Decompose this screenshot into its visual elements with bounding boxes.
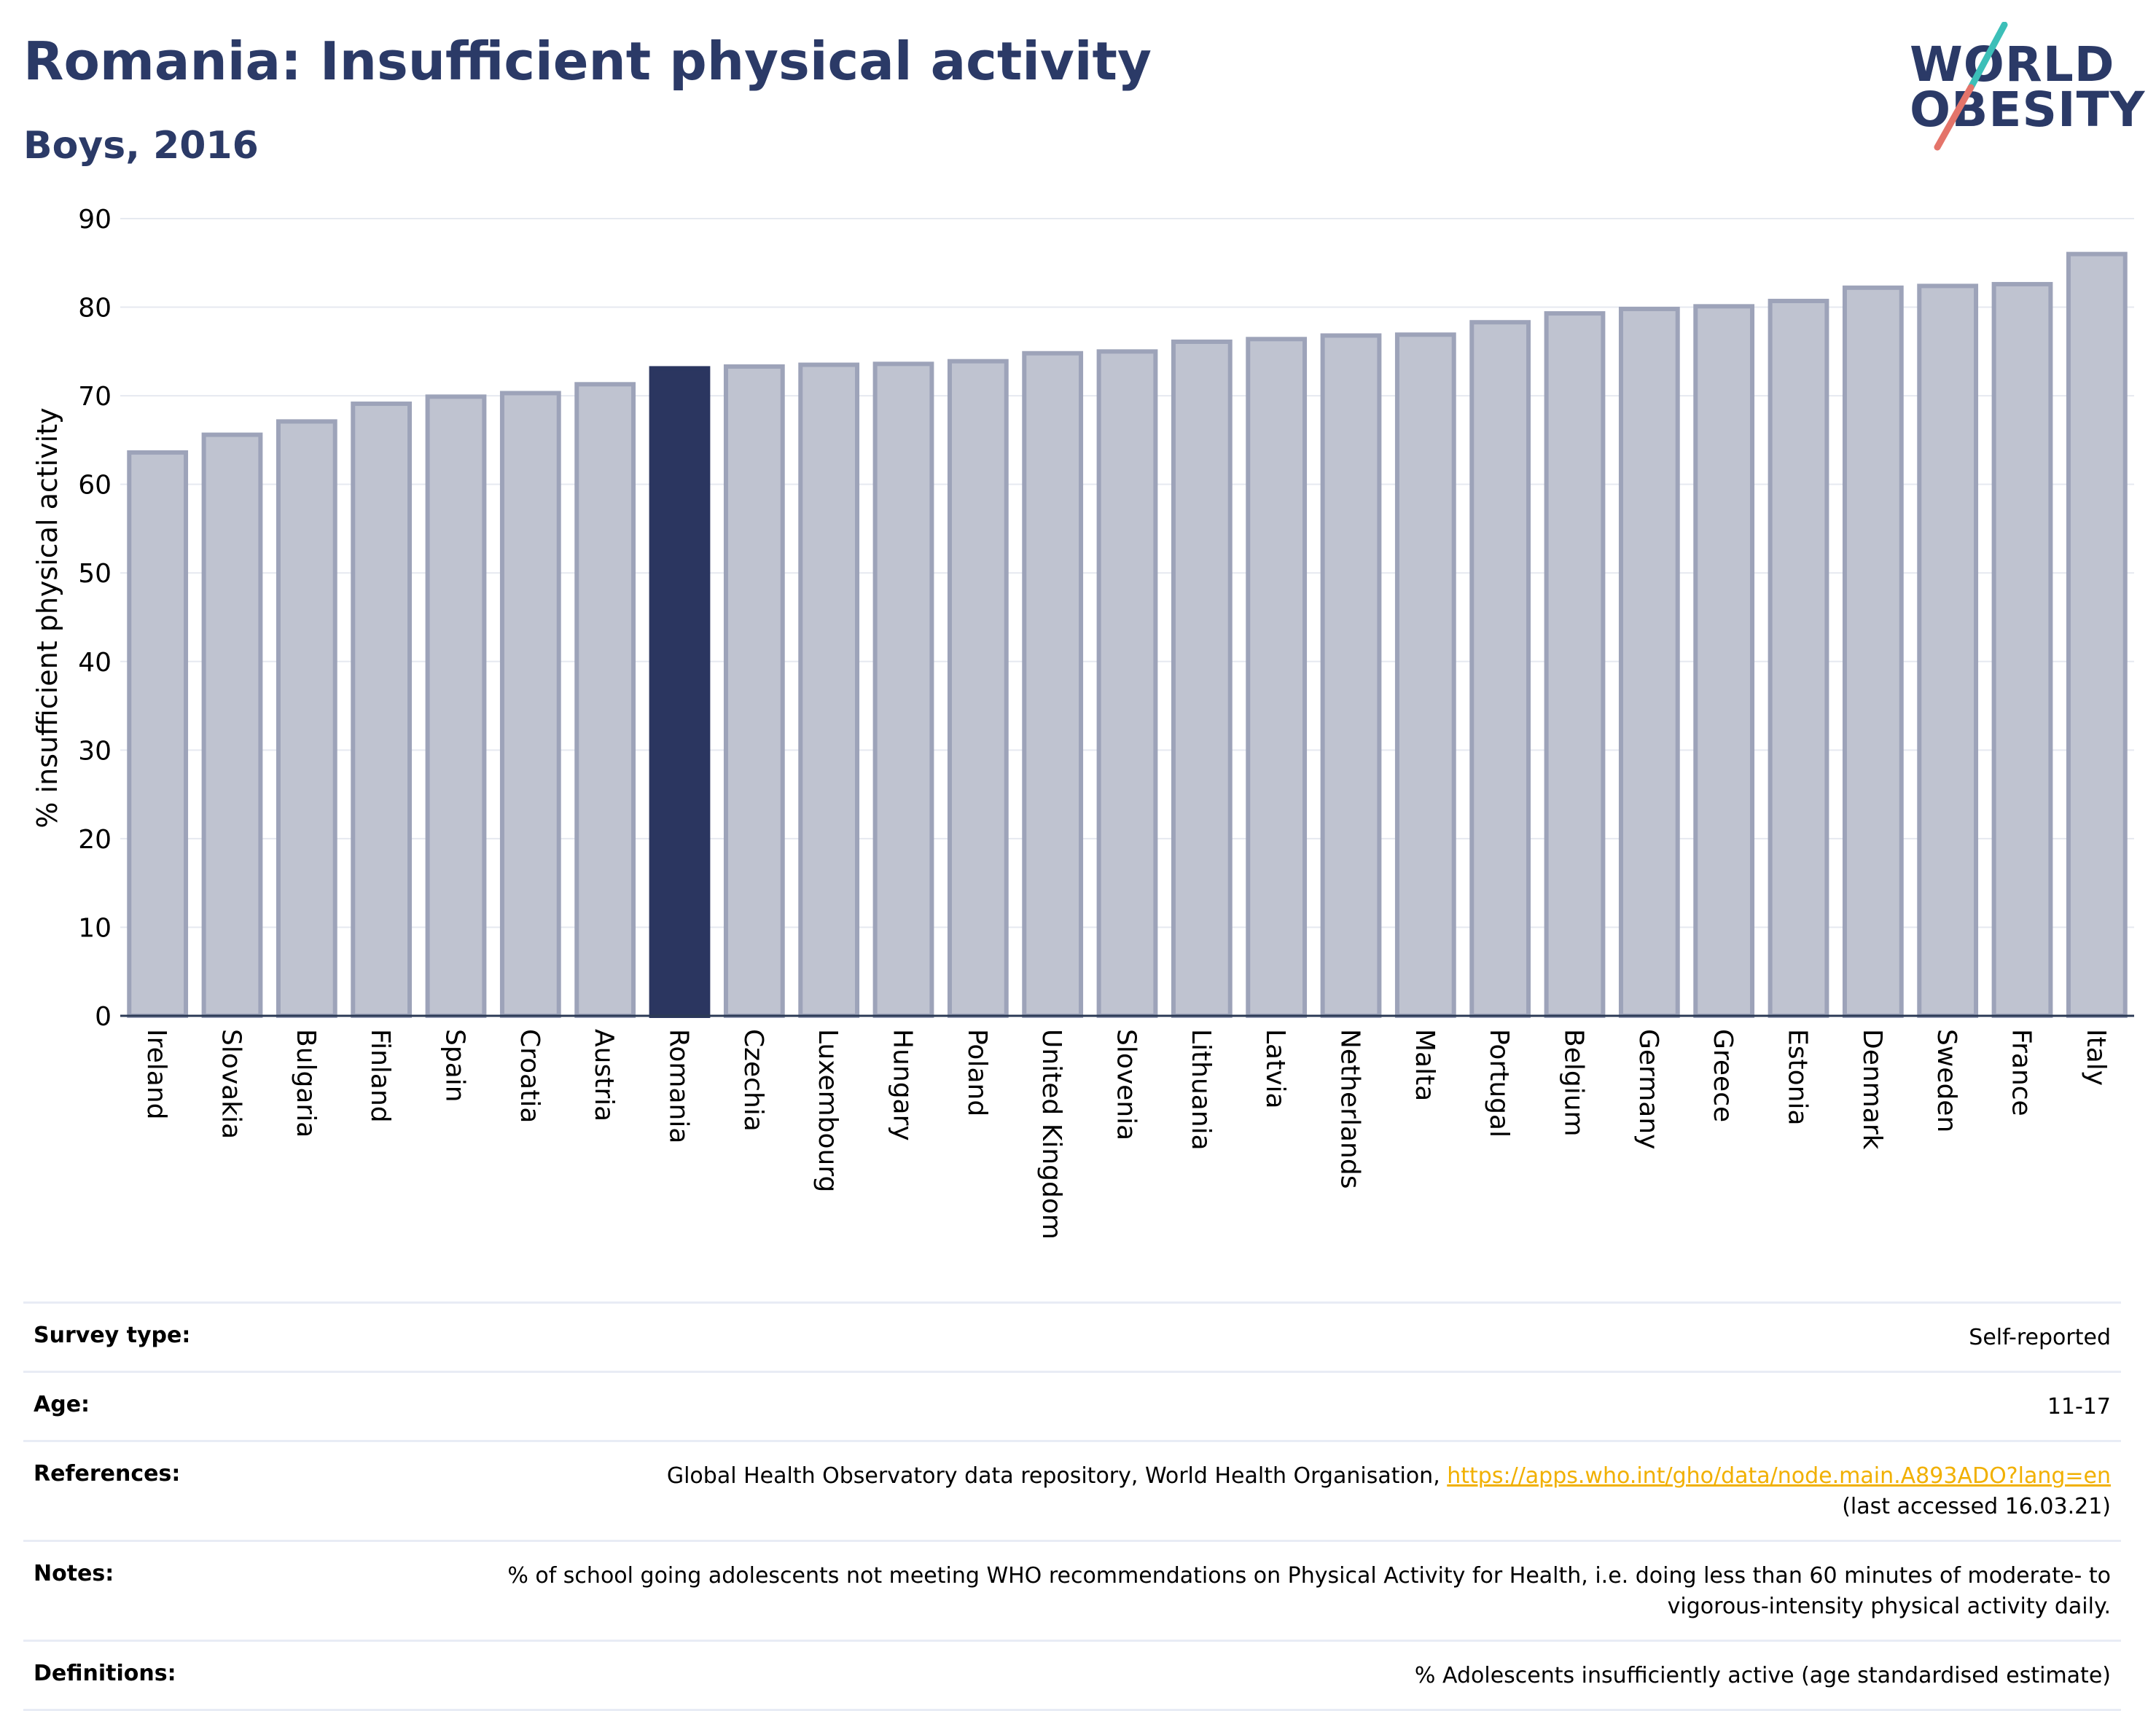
bar <box>1842 285 1904 1018</box>
y-tick-label: 40 <box>78 648 112 678</box>
bar <box>1096 349 1158 1019</box>
x-tick-label: Netherlands <box>1335 1029 1365 1189</box>
info-value: % Adolescents insufficiently active (age… <box>1414 1663 2111 1688</box>
y-tick-label: 0 <box>95 1002 112 1032</box>
info-row-age: Age: 11-17 <box>23 1371 2121 1440</box>
y-axis-ticks: 0 10 20 30 40 50 60 70 80 90 <box>78 205 112 1032</box>
info-row-definitions: Definitions: % Adolescents insufficientl… <box>23 1640 2121 1711</box>
info-row-references: References: Global Health Observatory da… <box>23 1440 2121 1540</box>
reference-link[interactable]: https://apps.who.int/gho/data/node.main.… <box>1447 1463 2111 1489</box>
bar <box>127 450 189 1018</box>
bar <box>2066 251 2128 1019</box>
bar <box>574 382 636 1018</box>
logo-slash-icon <box>1934 22 2008 151</box>
info-label: Survey type: <box>34 1323 191 1348</box>
x-tick-label: Slovakia <box>216 1029 246 1139</box>
x-tick-label: Sweden <box>1932 1029 1961 1132</box>
y-tick-label: 20 <box>78 825 112 855</box>
info-row-notes: Notes: % of school going adolescents not… <box>23 1540 2121 1640</box>
bar <box>1022 351 1084 1018</box>
x-tick-label: France <box>2007 1029 2036 1116</box>
y-tick-label: 70 <box>78 382 112 412</box>
x-tick-label: Croatia <box>515 1029 544 1123</box>
x-axis-ticks: Ireland Slovakia Bulgaria Finland Spain Croat… <box>141 1029 2111 1240</box>
logo-word-world: WORLD <box>1910 36 2115 93</box>
bar <box>1693 304 1755 1018</box>
bar <box>872 361 934 1018</box>
x-tick-label: Poland <box>962 1029 992 1116</box>
bar <box>276 419 337 1018</box>
info-label: Age: <box>34 1392 90 1417</box>
x-tick-label: Austria <box>589 1029 619 1121</box>
x-tick-label: Lithuania <box>1186 1029 1216 1151</box>
x-tick-label: Greece <box>1708 1029 1738 1122</box>
y-tick-label: 10 <box>78 913 112 943</box>
bar <box>1394 332 1456 1018</box>
x-tick-label: Italy <box>2081 1029 2111 1086</box>
bar-chart: % insufficient physical activity 0 10 20 30… <box>31 205 2134 1240</box>
bar <box>1544 311 1606 1018</box>
x-tick-label: Czechia <box>738 1029 768 1132</box>
x-tick-label: Spain <box>440 1029 470 1103</box>
x-tick-label: Hungary <box>888 1029 918 1141</box>
x-tick-label: Denmark <box>1857 1029 1887 1150</box>
info-label: Notes: <box>34 1561 114 1586</box>
info-label: References: <box>34 1461 181 1487</box>
bar <box>1246 337 1308 1018</box>
x-tick-label: Luxembourg <box>813 1029 843 1192</box>
x-tick-label: Bulgaria <box>291 1029 321 1138</box>
bar <box>351 402 413 1019</box>
y-tick-label: 80 <box>78 294 112 324</box>
x-tick-label: Latvia <box>1260 1029 1290 1109</box>
reference-text: Global Health Observatory data repositor… <box>666 1463 1448 1489</box>
info-label: Definitions: <box>34 1661 176 1686</box>
x-tick-label: Germany <box>1633 1029 1663 1149</box>
bar <box>723 364 785 1018</box>
bar <box>201 432 263 1018</box>
bar <box>1991 281 2053 1018</box>
info-value: Self-reported <box>1969 1325 2111 1350</box>
bar <box>1320 333 1382 1019</box>
info-value: Global Health Observatory data repositor… <box>667 1461 2111 1522</box>
bar <box>798 362 860 1019</box>
x-tick-label: Ireland <box>141 1029 171 1120</box>
x-tick-label: Portugal <box>1484 1029 1514 1138</box>
bar <box>499 391 561 1019</box>
y-tick-label: 60 <box>78 471 112 501</box>
bar <box>1171 339 1233 1018</box>
bar <box>1618 306 1680 1018</box>
bar <box>425 394 487 1018</box>
info-value: 11-17 <box>2047 1394 2111 1420</box>
page-title: Romania: Insufficient physical activity <box>23 31 1152 92</box>
bar <box>1469 320 1531 1019</box>
x-tick-label: Slovenia <box>1112 1029 1141 1140</box>
x-tick-label: Malta <box>1410 1029 1440 1101</box>
bar <box>649 366 711 1018</box>
info-table: Survey type: Self-reported Age: 11-17 Re… <box>23 1301 2121 1711</box>
bar <box>947 359 1009 1018</box>
y-tick-label: 30 <box>78 736 112 766</box>
x-tick-label: Estonia <box>1783 1029 1813 1126</box>
info-value: % of school going adolescents not meetin… <box>507 1563 2111 1619</box>
y-tick-label: 90 <box>78 205 112 235</box>
y-tick-label: 50 <box>78 559 112 589</box>
x-tick-label: Belgium <box>1559 1029 1589 1137</box>
x-tick-label: Finland <box>365 1029 395 1123</box>
bars <box>127 251 2128 1019</box>
y-axis-label: % insufficient physical activity <box>31 407 63 828</box>
x-tick-label: Romania <box>664 1029 694 1143</box>
reference-accessed: (last accessed 16.03.21) <box>1842 1494 2111 1519</box>
x-tick-label: United Kingdom <box>1036 1029 1066 1240</box>
bar <box>1768 299 1829 1018</box>
bar <box>1917 283 1979 1019</box>
world-obesity-logo: WORLD OBESITY <box>1895 22 2144 153</box>
info-row-survey-type: Survey type: Self-reported <box>23 1301 2121 1371</box>
page-subtitle: Boys, 2016 <box>23 124 259 168</box>
